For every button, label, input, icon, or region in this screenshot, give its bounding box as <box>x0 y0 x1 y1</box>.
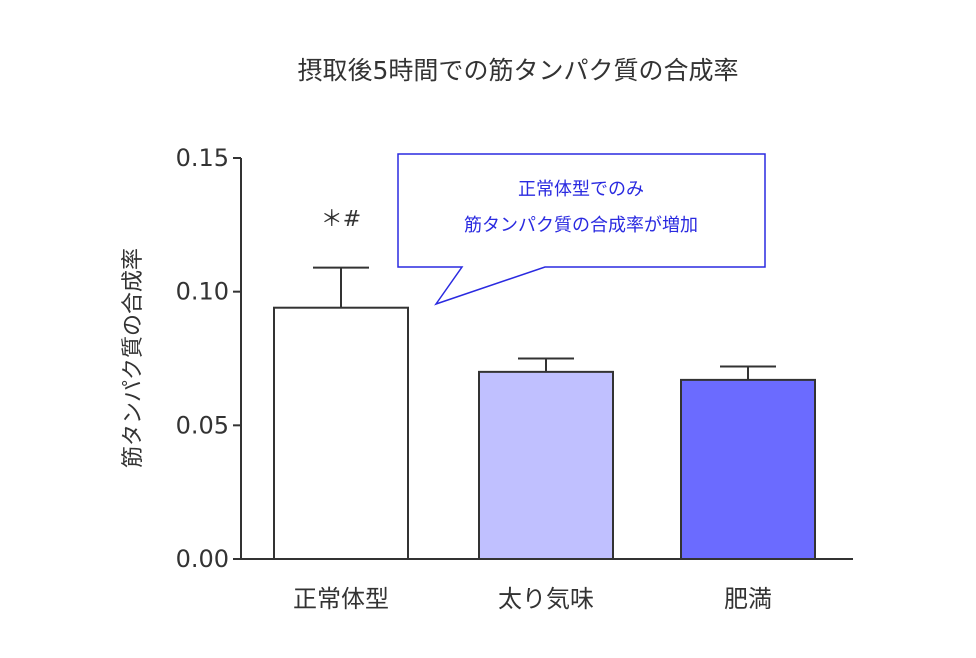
category-label: 太り気味 <box>498 585 594 613</box>
error-bars <box>313 266 776 380</box>
y-tick-label: 0.00 <box>176 545 229 573</box>
y-ticks: 0.00 0.05 0.10 0.15 <box>176 144 241 573</box>
callout-box <box>397 153 766 306</box>
bars <box>273 306 816 560</box>
significance-marker: ＊# <box>321 207 361 232</box>
chart-title: 摂取後5時間での筋タンパク質の合成率 <box>298 56 739 85</box>
category-labels: 正常体型 太り気味 肥満 <box>293 585 772 613</box>
category-label: 肥満 <box>724 585 772 613</box>
y-tick-label: 0.15 <box>176 144 229 172</box>
bar-3 <box>680 378 816 560</box>
callout-line-2: 筋タンパク質の合成率が増加 <box>464 215 698 236</box>
bar-2 <box>478 370 614 560</box>
category-label: 正常体型 <box>293 585 389 613</box>
callout-line-1: 正常体型でのみ <box>518 179 644 200</box>
y-tick-label: 0.10 <box>176 278 229 306</box>
y-tick-label: 0.05 <box>176 411 229 439</box>
y-axis-label: 筋タンパク質の合成率 <box>121 248 146 468</box>
bar-1 <box>273 306 409 560</box>
callout: 正常体型でのみ 筋タンパク質の合成率が増加 <box>397 153 766 306</box>
